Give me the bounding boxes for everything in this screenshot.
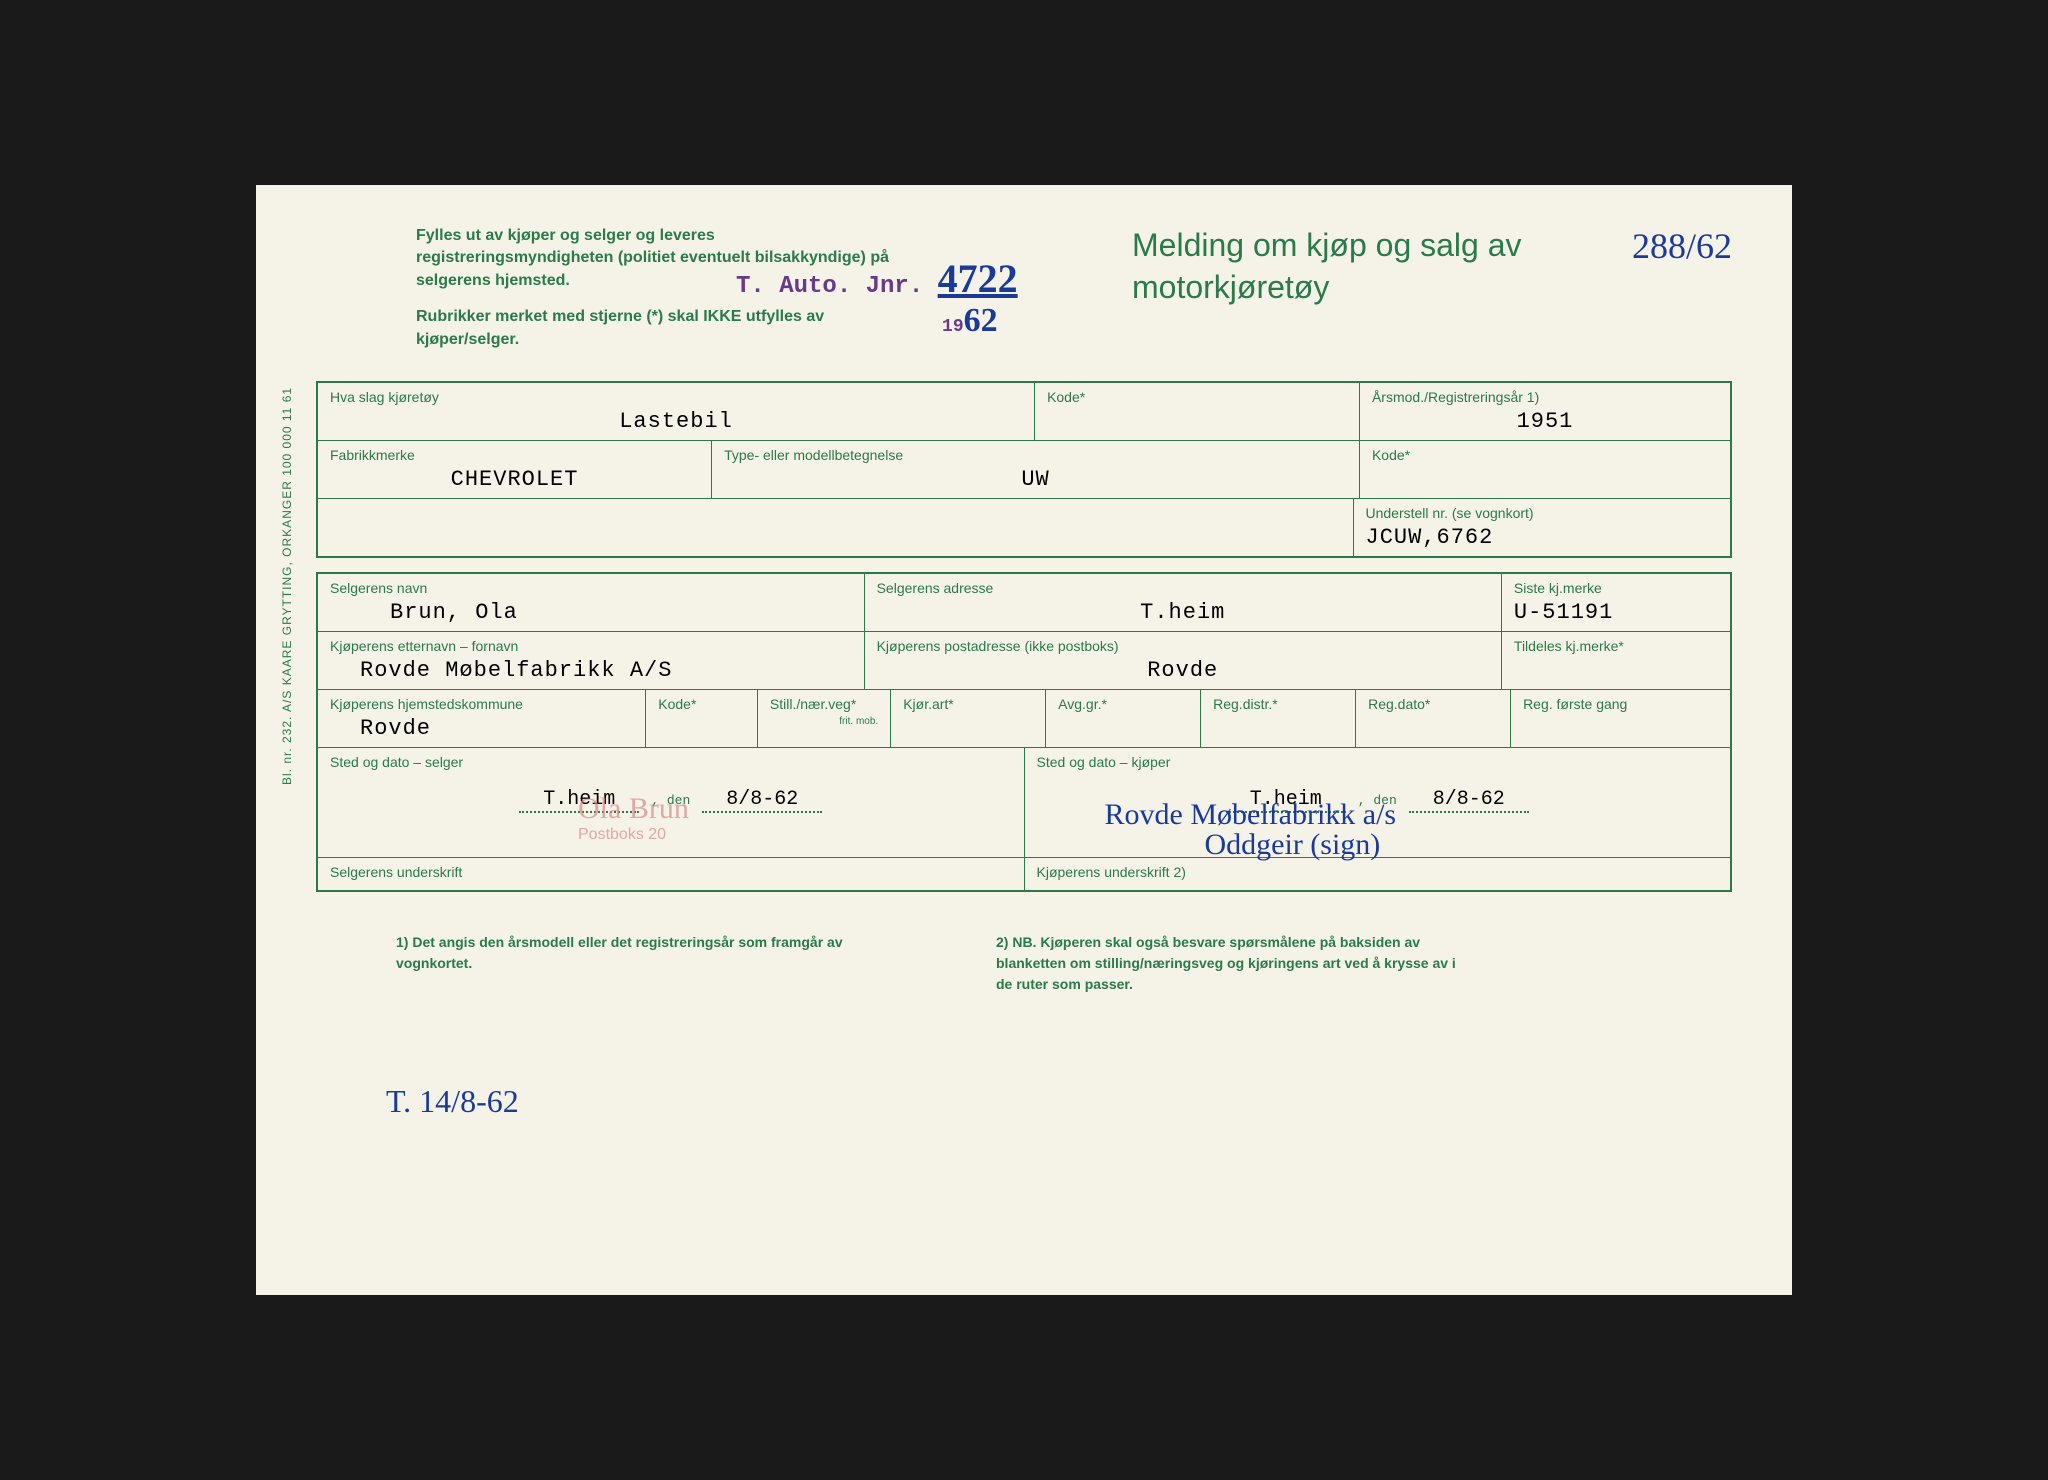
occupation-label: Still./nær.veg* bbox=[770, 696, 878, 712]
vehicle-type-value: Lastebil bbox=[330, 409, 1022, 434]
seller-sig-label: Selgerens underskrift bbox=[330, 864, 1012, 880]
make-label: Fabrikkmerke bbox=[330, 447, 699, 463]
seller-addr-label: Selgerens adresse bbox=[877, 580, 1489, 596]
seller-name-label: Selgerens navn bbox=[330, 580, 852, 596]
year-label: Årsmod./Registreringsår 1) bbox=[1372, 389, 1718, 405]
newplate-label: Tildeles kj.merke* bbox=[1514, 638, 1718, 654]
model-label: Type- eller modellbetegnelse bbox=[724, 447, 1347, 463]
auto-jnr-label: T. Auto. Jnr. bbox=[736, 273, 923, 300]
auto-jnr-stamp: T. Auto. Jnr. 4722 1962 bbox=[736, 255, 1018, 340]
form-document: Bl. nr. 232. A/S KAARE GRYTTING, ORKANGE… bbox=[256, 185, 1792, 1295]
buyer-name-value: Rovde Møbelfabrikk A/S bbox=[330, 658, 852, 683]
seller-red-stamp: Ola Brun Postboks 20 bbox=[578, 792, 689, 844]
parties-section: Selgerens navn Brun, Ola Selgerens adres… bbox=[316, 572, 1732, 892]
buyer-date: 8/8-62 bbox=[1409, 788, 1529, 813]
chassis-label: Understell nr. (se vognkort) bbox=[1366, 505, 1719, 521]
kode2-label: Kode* bbox=[1372, 447, 1718, 463]
auto-jnr-number: 4722 bbox=[938, 256, 1018, 301]
buyer-kode-label: Kode* bbox=[658, 696, 745, 712]
regdistr-label: Reg.distr.* bbox=[1213, 696, 1343, 712]
municipality-value: Rovde bbox=[330, 716, 633, 741]
chassis-value: JCUW,6762 bbox=[1366, 525, 1719, 550]
seller-date: 8/8-62 bbox=[702, 788, 822, 813]
auto-jnr-year: 62 bbox=[964, 302, 998, 339]
seller-addr-value: T.heim bbox=[877, 600, 1489, 625]
avggr-label: Avg.gr.* bbox=[1058, 696, 1188, 712]
buyer-addr-value: Rovde bbox=[877, 658, 1489, 683]
side-print-info: Bl. nr. 232. A/S KAARE GRYTTING, ORKANGE… bbox=[280, 387, 294, 785]
regdato-label: Reg.dato* bbox=[1368, 696, 1498, 712]
buyer-addr-label: Kjøperens postadresse (ikke postboks) bbox=[877, 638, 1489, 654]
buyer-place-label: Sted og dato – kjøper bbox=[1037, 754, 1719, 770]
seller-name-value: Brun, Ola bbox=[330, 600, 852, 625]
drivetype-label: Kjør.art* bbox=[903, 696, 1033, 712]
vehicle-type-label: Hva slag kjøretøy bbox=[330, 389, 1022, 405]
year-prefix: 19 bbox=[942, 317, 964, 337]
red-stamp-sig: Ola Brun bbox=[578, 792, 689, 826]
red-stamp-addr: Postboks 20 bbox=[578, 826, 689, 844]
footnote-2: 2) NB. Kjøperen skal også besvare spørsm… bbox=[996, 932, 1476, 995]
form-title: Melding om kjøp og salg av motorkjøretøy bbox=[1132, 225, 1632, 351]
corner-number: 288/62 bbox=[1632, 225, 1732, 267]
header-row: Fylles ut av kjøper og selger og leveres… bbox=[316, 225, 1732, 351]
footnotes: 1) Det angis den årsmodell eller det reg… bbox=[316, 932, 1732, 995]
buyer-sig-2: Oddgeir (sign) bbox=[1205, 828, 1381, 862]
buyer-name-label: Kjøperens etternavn – fornavn bbox=[330, 638, 852, 654]
regfirst-label: Reg. første gang bbox=[1523, 696, 1718, 712]
occupation-sub: frit. mob. bbox=[770, 716, 878, 727]
vehicle-section: Hva slag kjøretøy Lastebil Kode* Årsmod.… bbox=[316, 381, 1732, 558]
footnote-1: 1) Det angis den årsmodell eller det reg… bbox=[396, 932, 876, 995]
seller-signature-block: Sted og dato – selger T.heim , den 8/8-6… bbox=[318, 748, 1025, 857]
make-value: CHEVROLET bbox=[330, 467, 699, 492]
buyer-sig-1: Rovde Møbelfabrikk a/s bbox=[1105, 798, 1397, 832]
seller-place-label: Sted og dato – selger bbox=[330, 754, 1012, 770]
seller-handwritten-note: T. 14/8-62 bbox=[386, 1083, 519, 1120]
plate-value: U-51191 bbox=[1514, 600, 1718, 625]
buyer-signature-block: Sted og dato – kjøper T.heim , den 8/8-6… bbox=[1025, 748, 1731, 857]
kode1-label: Kode* bbox=[1047, 389, 1347, 405]
year-value: 1951 bbox=[1372, 409, 1718, 434]
model-value: UW bbox=[724, 467, 1347, 492]
plate-label: Siste kj.merke bbox=[1514, 580, 1718, 596]
municipality-label: Kjøperens hjemstedskommune bbox=[330, 696, 633, 712]
buyer-sig-label: Kjøperens underskrift 2) bbox=[1037, 864, 1719, 880]
